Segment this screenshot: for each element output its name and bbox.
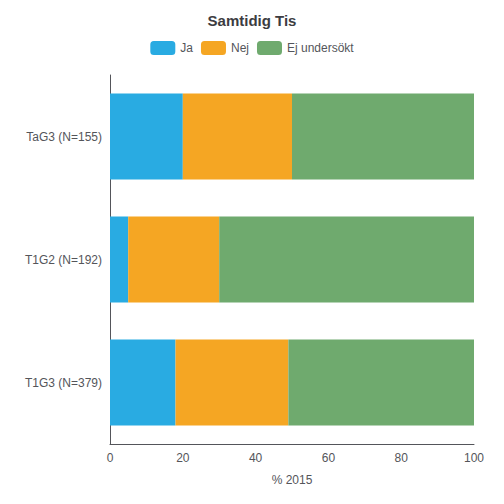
- svg-text:Ej undersökt: Ej undersökt: [287, 41, 354, 55]
- svg-text:Samtidig Tis: Samtidig Tis: [208, 12, 297, 29]
- svg-text:Ja: Ja: [180, 41, 193, 55]
- svg-text:% 2015: % 2015: [272, 473, 313, 487]
- svg-text:60: 60: [322, 451, 336, 465]
- svg-text:TaG3 (N=155): TaG3 (N=155): [26, 130, 102, 144]
- svg-text:T1G3 (N=379): T1G3 (N=379): [25, 376, 102, 390]
- svg-text:Nej: Nej: [231, 41, 249, 55]
- svg-text:T1G2 (N=192): T1G2 (N=192): [25, 253, 102, 267]
- svg-text:40: 40: [249, 451, 263, 465]
- svg-text:80: 80: [395, 451, 409, 465]
- svg-text:20: 20: [176, 451, 190, 465]
- svg-text:0: 0: [107, 451, 114, 465]
- svg-text:100: 100: [464, 451, 484, 465]
